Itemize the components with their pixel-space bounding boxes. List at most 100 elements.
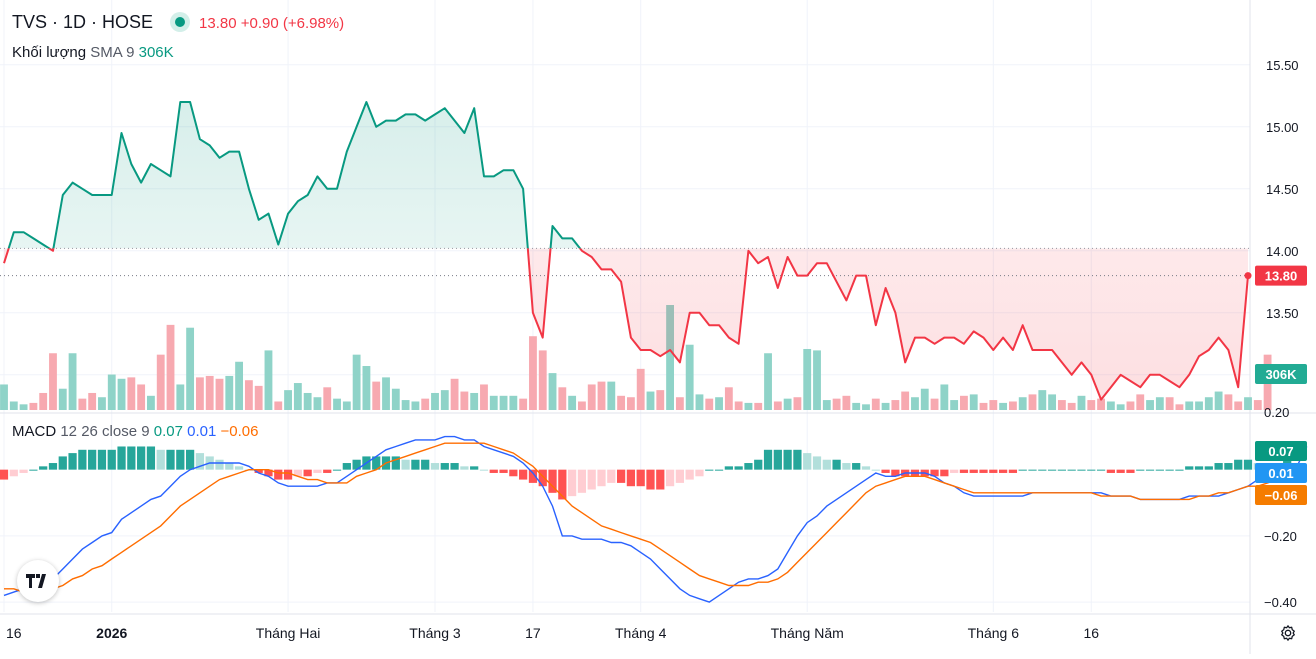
macd-histogram-bar: [137, 446, 146, 470]
volume-bar: [88, 392, 97, 410]
volume-bar: [578, 401, 586, 410]
volume-bar: [421, 398, 430, 410]
macd-histogram-bar: [793, 449, 802, 470]
macd-legend[interactable]: MACD 12 26 close 9 0.07 0.01 −0.06: [12, 423, 258, 440]
macd-histogram-bar: [616, 469, 626, 483]
time-axis-tick: Tháng 6: [968, 625, 1020, 641]
market-status-icon[interactable]: [175, 17, 186, 27]
volume-bar: [871, 398, 880, 410]
volume-bar: [489, 395, 498, 410]
macd-histogram-bar: [1194, 466, 1204, 470]
time-axis-tick: 16: [1083, 625, 1099, 641]
macd-histogram-bar: [0, 469, 9, 480]
time-axis-tick: 2026: [96, 625, 127, 641]
volume-bar: [715, 397, 723, 410]
volume-bar: [1077, 395, 1086, 410]
macd-histogram-bar: [499, 469, 508, 473]
volume-bar: [950, 400, 959, 410]
macd-histogram-bar: [215, 459, 224, 470]
hist-value-badge-bg: [1255, 485, 1307, 505]
volume-bar: [1008, 401, 1017, 410]
volume-bar: [29, 402, 38, 410]
macd-histogram-bar: [303, 469, 312, 477]
symbol-title[interactable]: TVS · 1D · HOSE: [12, 12, 154, 32]
volume-axis-tick: 0.20: [1264, 405, 1289, 420]
volume-bar: [803, 348, 812, 410]
volume-bar: [244, 380, 253, 410]
macd-histogram-bar: [1145, 469, 1155, 471]
volume-bar: [764, 353, 772, 410]
macd-histogram-bar: [999, 469, 1008, 473]
price-line-down: [3, 248, 1249, 401]
macd-histogram-bar: [107, 449, 116, 470]
volume-bar: [1185, 401, 1194, 410]
macd-histogram-bar: [568, 469, 577, 497]
macd-histogram-bar: [1057, 469, 1067, 471]
macd-histogram-bar: [323, 469, 332, 473]
macd-histogram-bar: [842, 463, 851, 470]
volume-bar: [274, 401, 283, 410]
volume-legend-value: 306K: [138, 44, 174, 61]
volume-bar: [186, 327, 195, 410]
volume-bar: [372, 381, 381, 410]
price-axis-tick: 15.50: [1266, 58, 1299, 73]
volume-bar: [656, 390, 665, 410]
volume-bar: [783, 398, 792, 410]
macd-histogram-bar: [1087, 469, 1096, 471]
macd-legend-name: MACD: [12, 423, 57, 440]
price-axis-tick: 14.50: [1266, 182, 1299, 197]
volume-bar: [1028, 394, 1037, 410]
volume-bar: [195, 377, 204, 410]
macd-histogram-bar: [1106, 469, 1115, 473]
macd-histogram-bar: [891, 469, 900, 477]
volume-bar: [1175, 404, 1184, 410]
macd-histogram-bar: [1126, 469, 1135, 473]
time-axis-tick: 17: [525, 625, 541, 641]
macd-histogram-bar: [146, 446, 156, 470]
volume-legend-name: Khối lượng: [12, 44, 87, 61]
volume-bar: [862, 404, 870, 410]
last-price-badge-bg: [1255, 265, 1307, 286]
volume-bar: [205, 375, 214, 410]
price-area-above: [4, 102, 1248, 249]
macd-histogram-bar: [391, 456, 400, 470]
macd-histogram-bar: [97, 449, 107, 470]
gear-icon[interactable]: [1279, 624, 1297, 642]
time-axis-tick: Tháng 4: [615, 625, 667, 641]
volume-bar: [1116, 404, 1125, 410]
volume-bar: [969, 394, 978, 410]
time-axis-tick: Tháng Hai: [256, 625, 321, 641]
macd-histogram-bar: [1116, 469, 1125, 473]
macd-value-badge: 0.07: [1268, 444, 1293, 459]
macd-histogram-bar: [1038, 469, 1047, 471]
volume-bar: [705, 398, 714, 410]
macd-histogram-bar: [822, 459, 831, 470]
macd-histogram-bar: [342, 463, 351, 470]
macd-histogram-bar: [88, 449, 97, 470]
macd-histogram-bar: [812, 456, 822, 470]
volume-bar: [607, 381, 616, 410]
volume-bar: [450, 378, 459, 410]
last-price-point: [1244, 272, 1252, 280]
volume-bar: [685, 344, 694, 410]
macd-histogram-bar: [763, 449, 773, 470]
macd-histogram-bar: [166, 449, 175, 470]
macd-axis-tick: −0.40: [1264, 595, 1297, 610]
signal-value-badge-bg: [1255, 463, 1307, 483]
macd-histogram-bar: [470, 466, 479, 470]
volume-bar: [930, 398, 939, 410]
macd-histogram-bar: [78, 449, 87, 470]
macd-histogram-bar: [509, 469, 518, 477]
volume-bar: [675, 397, 684, 410]
volume-bar: [1165, 397, 1174, 410]
macd-histogram-bar: [1224, 463, 1233, 470]
macd-histogram-bar: [754, 459, 763, 470]
macd-histogram-bar: [185, 449, 195, 470]
volume-legend[interactable]: Khối lượng SMA 9 306K: [12, 44, 174, 61]
hist-value-badge: −0.06: [1265, 488, 1298, 503]
tradingview-logo-icon[interactable]: [17, 560, 59, 602]
volume-bar: [58, 388, 67, 410]
macd-histogram-bar: [1008, 469, 1018, 473]
